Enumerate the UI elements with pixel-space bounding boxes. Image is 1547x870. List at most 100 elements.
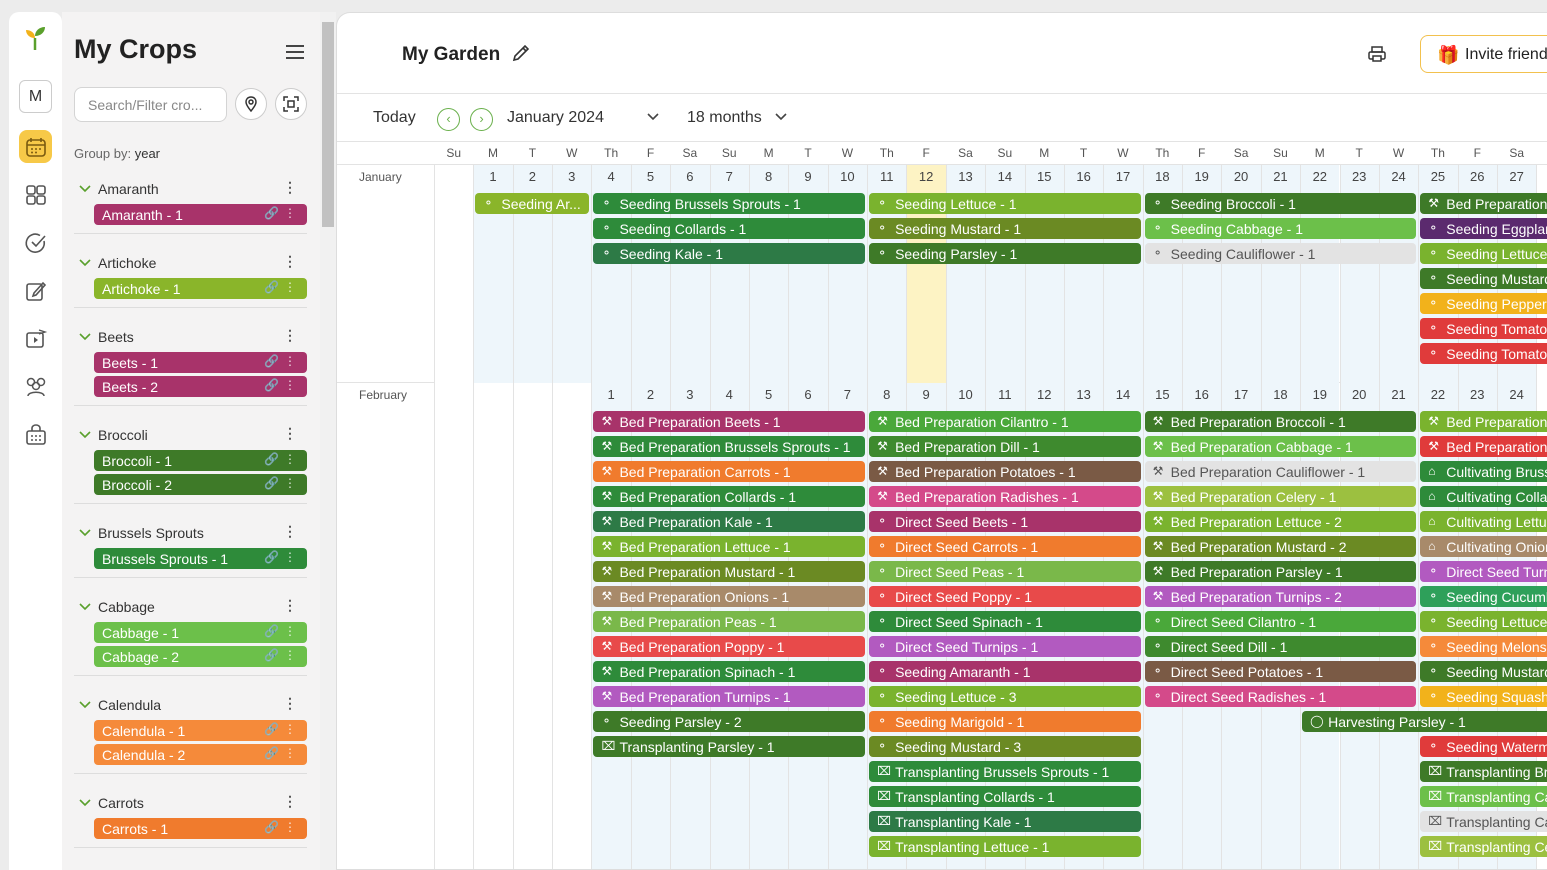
calendar-event[interactable]: ⚒ Bed Preparation Lettuce - 1 [593, 536, 866, 557]
crop-item[interactable]: Beets - 2 🔗⋮ [94, 376, 307, 397]
calendar-event[interactable]: ⚬ Direct Seed Turnips [1420, 561, 1547, 582]
calendar-event[interactable]: ⚬ Seeding Broccoli - 1 [1144, 193, 1417, 214]
learn-video-icon[interactable] [19, 322, 52, 355]
month-select[interactable]: January 2024 [507, 109, 660, 127]
calendar-event[interactable]: ⚒ Bed Preparation Kale - 1 [593, 511, 866, 532]
chevron-down-icon[interactable] [78, 428, 92, 442]
crop-group-header[interactable]: Broccoli ⋮ [74, 423, 307, 447]
calendar-event[interactable]: ⚒ Bed Preparation [1420, 193, 1547, 214]
calendar-event[interactable]: ⚬ Direct Seed Cilantro - 1 [1144, 611, 1417, 632]
more-vert-icon[interactable]: ⋮ [283, 597, 297, 613]
link-more-icon[interactable]: 🔗⋮ [264, 820, 301, 834]
garden-layout-icon[interactable] [19, 178, 52, 211]
range-select[interactable]: 18 months [687, 109, 788, 127]
calendar-event[interactable]: ⚬ Seeding Peppers [1420, 293, 1547, 314]
calendar-event[interactable]: ⚬ Seeding Parsley - 1 [869, 243, 1141, 264]
calendar-event[interactable]: ⌧Transplanting Cabbage [1420, 786, 1547, 807]
chevron-down-icon[interactable] [78, 330, 92, 344]
calendar-event[interactable]: ⚒ Bed Preparation Peas - 1 [593, 611, 866, 632]
calendar-event[interactable]: ⌧ Transplanting Collards - 1 [869, 786, 1141, 807]
link-more-icon[interactable]: 🔗⋮ [264, 648, 301, 662]
more-vert-icon[interactable]: ⋮ [283, 793, 297, 809]
calendar-event[interactable]: ⌧ Transplanting Brussels Sprouts - 1 [869, 761, 1141, 782]
calendar-event[interactable]: ⌧ Transplanting Kale - 1 [869, 811, 1141, 832]
calendar-event[interactable]: ⚬ Seeding Watermelon [1420, 736, 1547, 757]
calendar-event[interactable]: ⚒ Bed Preparation Carrots - 1 [593, 461, 866, 482]
calendar-event[interactable]: ⌧Transplanting Broccoli [1420, 761, 1547, 782]
crop-group-header[interactable]: Calendula ⋮ [74, 693, 307, 717]
link-more-icon[interactable]: 🔗⋮ [264, 378, 301, 392]
calendar-event[interactable]: ⚬ Seeding Cucumbers [1420, 586, 1547, 607]
calendar-event[interactable]: ⚬ Direct Seed Poppy - 1 [869, 586, 1141, 607]
more-vert-icon[interactable]: ⋮ [283, 253, 297, 269]
sidebar-scrollbar[interactable] [320, 12, 336, 870]
crop-group-header[interactable]: Artichoke ⋮ [74, 251, 307, 275]
invite-friends-button[interactable]: 🎁 Invite friends [1420, 35, 1547, 73]
link-more-icon[interactable]: 🔗⋮ [264, 624, 301, 638]
calendar-event[interactable]: ⚒ Bed Preparation Cauliflower - 1 [1144, 461, 1417, 482]
logo-sprout-icon[interactable] [21, 24, 49, 52]
link-more-icon[interactable]: 🔗⋮ [264, 280, 301, 294]
more-vert-icon[interactable]: ⋮ [283, 523, 297, 539]
today-button[interactable]: Today [373, 109, 416, 126]
calendar-event[interactable]: ⚬ Direct Seed Beets - 1 [869, 511, 1141, 532]
link-more-icon[interactable]: 🔗⋮ [264, 206, 301, 220]
calendar-event[interactable]: ⚬ Seeding Ar... [475, 193, 590, 214]
calendar-event[interactable]: ⚬ Seeding Collards - 1 [593, 218, 866, 239]
crop-item[interactable]: Brussels Sprouts - 1 🔗⋮ [94, 548, 307, 569]
more-vert-icon[interactable]: ⋮ [283, 425, 297, 441]
calendar-event[interactable]: ⚬ Seeding Parsley - 2 [593, 711, 866, 732]
calendar-event[interactable]: ⚒ Bed Preparation Turnips - 1 [593, 686, 866, 707]
calendar-event[interactable]: ⚒ Bed Preparation Celery - 1 [1144, 486, 1417, 507]
calendar-event[interactable]: ⚒ Bed Preparation Turnips - 2 [1144, 586, 1417, 607]
crop-group-header[interactable]: Amaranth ⋮ [74, 177, 307, 201]
calendar-event[interactable]: ⚒ Bed Preparation Beets - 1 [593, 411, 866, 432]
calendar-event[interactable]: ⚒ Bed Preparation Cilantro - 1 [869, 411, 1141, 432]
link-more-icon[interactable]: 🔗⋮ [264, 452, 301, 466]
calendar-event[interactable]: ⚬ Seeding Squash [1420, 686, 1547, 707]
calendar-event[interactable]: ⌂ Cultivating Brussels [1420, 461, 1547, 482]
link-more-icon[interactable]: 🔗⋮ [264, 550, 301, 564]
crop-item[interactable]: Cabbage - 2 🔗⋮ [94, 646, 307, 667]
calendar-event[interactable]: ⚒ Bed Preparation Mustard - 1 [593, 561, 866, 582]
calendar-event[interactable]: ⚬ Seeding Mustard - 3 [869, 736, 1141, 757]
scrollbar-thumb[interactable] [322, 22, 334, 227]
calendar-event[interactable]: ⌧Transplanting Celery [1420, 836, 1547, 857]
calendar-event[interactable]: ⚬ Seeding Cabbage - 1 [1144, 218, 1417, 239]
chevron-down-icon[interactable] [78, 698, 92, 712]
crop-item[interactable]: Cabbage - 1 🔗⋮ [94, 622, 307, 643]
next-month-icon[interactable]: › [470, 108, 493, 131]
calendar-event[interactable]: ⚒ Bed Preparation Dill - 1 [869, 436, 1141, 457]
calendar-event[interactable]: ⌧ Transplanting Parsley - 1 [593, 736, 866, 757]
calendar-event[interactable]: ⚬ Seeding Lettuce - 1 [869, 193, 1141, 214]
calendar-event[interactable]: ⚒ Bed Preparation Poppy - 1 [593, 636, 866, 657]
scan-icon[interactable] [275, 88, 307, 120]
chevron-down-icon[interactable] [78, 256, 92, 270]
crop-item[interactable]: Calendula - 2 🔗⋮ [94, 744, 307, 765]
calendar-event[interactable]: ⚬ Seeding Kale - 1 [593, 243, 866, 264]
calendar-event[interactable]: ⚒ Bed Preparation Lettuce - 2 [1144, 511, 1417, 532]
calendar-event[interactable]: ⚬ Seeding Cauliflower - 1 [1144, 243, 1417, 264]
crop-item[interactable]: Artichoke - 1 🔗⋮ [94, 278, 307, 299]
print-icon[interactable] [1367, 44, 1387, 64]
calendar-event[interactable]: ⚬ Seeding Tomatoes [1420, 343, 1547, 364]
calendar-event[interactable]: ⚬ Seeding Melons [1420, 636, 1547, 657]
crop-item[interactable]: Calendula - 1 🔗⋮ [94, 720, 307, 741]
calendar-event[interactable]: ⚬ Direct Seed Potatoes - 1 [1144, 661, 1417, 682]
calendar-event[interactable]: ⚬ Seeding Amaranth - 1 [869, 661, 1141, 682]
calendar-event[interactable]: ⚬ Direct Seed Spinach - 1 [869, 611, 1141, 632]
calendar-event[interactable]: ⚬ Seeding Tomatoes [1420, 318, 1547, 339]
calendar-event[interactable]: ⚬ Seeding Eggplant [1420, 218, 1547, 239]
crop-item[interactable]: Broccoli - 1 🔗⋮ [94, 450, 307, 471]
more-vert-icon[interactable]: ⋮ [283, 179, 297, 195]
calendar-event[interactable]: ⚒ Bed Preparation Spinach - 1 [593, 661, 866, 682]
calendar-event[interactable]: ⌂ Cultivating Lettuce [1420, 511, 1547, 532]
link-more-icon[interactable]: 🔗⋮ [264, 354, 301, 368]
link-more-icon[interactable]: 🔗⋮ [264, 746, 301, 760]
calendar-event[interactable]: ⚒ Bed Preparation Broccoli - 1 [1144, 411, 1417, 432]
calendar-event[interactable]: ⚬ Direct Seed Peas - 1 [869, 561, 1141, 582]
calendar-event[interactable]: ⚬ Direct Seed Carrots - 1 [869, 536, 1141, 557]
calendar-event[interactable]: ⌂ Cultivating Onions [1420, 536, 1547, 557]
calendar-event[interactable]: ⚒ Bed Preparation [1420, 411, 1547, 432]
crop-group-header[interactable]: Brussels Sprouts ⋮ [74, 521, 307, 545]
